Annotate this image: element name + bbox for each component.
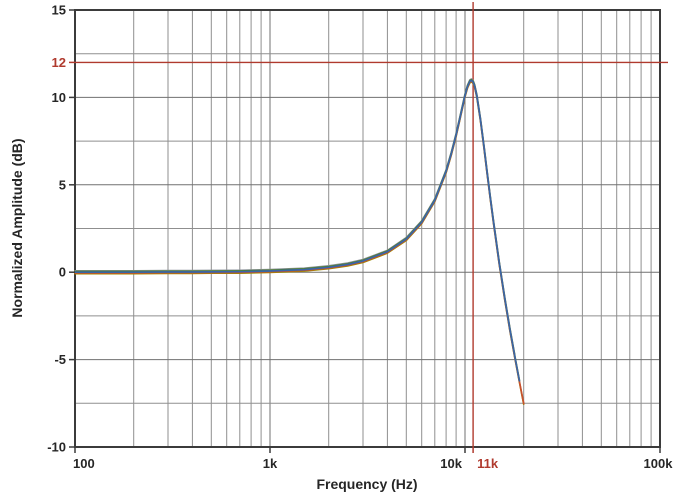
y-tick-label-5: 5 xyxy=(59,177,66,192)
x-tick-label-11k: 11k xyxy=(477,456,499,471)
axis-ticks: 15 12 10 5 0 -5 -10 100 1k 10k 11k 100k xyxy=(47,3,673,472)
x-tick-label-1k: 1k xyxy=(263,456,278,471)
y-tick-label--10: -10 xyxy=(47,440,66,455)
series-group xyxy=(74,78,525,406)
x-tick-label-100k: 100k xyxy=(644,456,674,471)
y-tick-label-15: 15 xyxy=(52,3,66,18)
x-tick-label-100: 100 xyxy=(73,456,95,471)
cursor-crosshair xyxy=(75,2,668,447)
series-trace-gray xyxy=(74,78,516,356)
y-tick-label-0: 0 xyxy=(59,265,66,280)
plot-frame xyxy=(74,9,661,448)
y-tick-label-12: 12 xyxy=(52,55,66,70)
y-tick-label--5: -5 xyxy=(54,352,66,367)
y-tick-label-10: 10 xyxy=(52,90,66,105)
series-trace-blue xyxy=(74,79,521,382)
series-trace-green xyxy=(74,78,521,381)
x-tick-label-10k: 10k xyxy=(440,456,462,471)
grid xyxy=(75,10,660,447)
y-axis-title: Normalized Amplitude (dB) xyxy=(9,138,25,318)
x-axis-title: Frequency (Hz) xyxy=(316,476,418,492)
